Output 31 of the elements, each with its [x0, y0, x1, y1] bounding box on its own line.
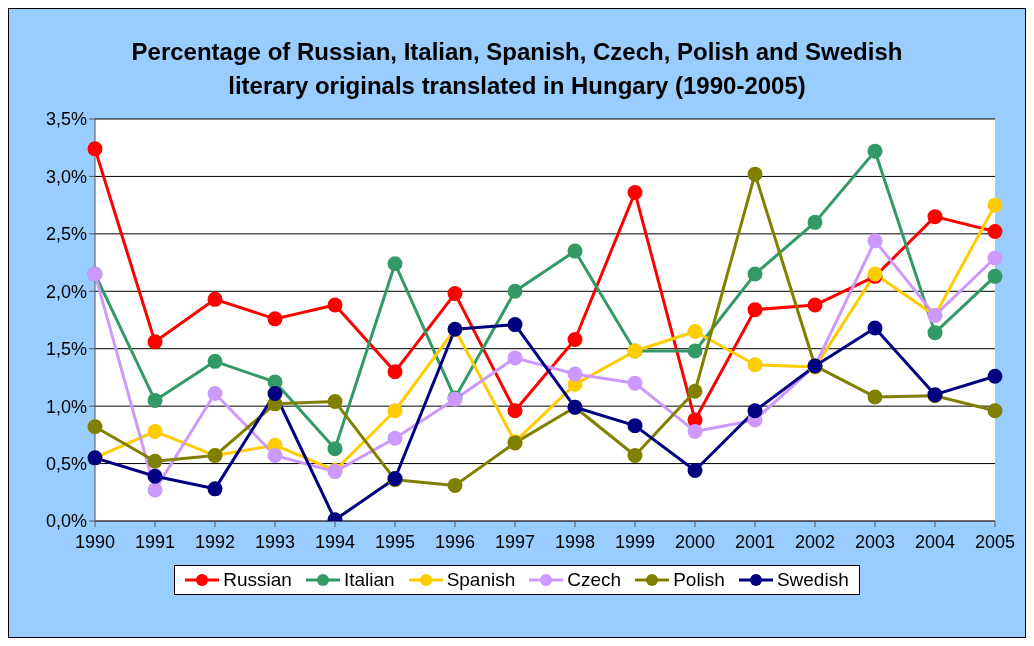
x-tick-label: 2003: [854, 531, 896, 552]
legend-label: Polish: [673, 569, 725, 591]
x-tick-label: 1997: [494, 531, 536, 552]
y-tick-label: 3,0%: [45, 166, 87, 187]
x-tick-label: 1998: [554, 531, 596, 552]
x-tick-label: 1994: [314, 531, 356, 552]
chart-title: Percentage of Russian, Italian, Spanish, Czech, Polish and Swedish literary originals translated in Hungary (1990-2005): [130, 37, 904, 101]
x-tick-label: 2001: [734, 531, 776, 552]
y-tick-label: 3,5%: [45, 109, 87, 130]
x-tick-label: 2004: [914, 531, 956, 552]
x-tick-label: 1991: [134, 531, 176, 552]
x-tick-label: 1995: [374, 531, 416, 552]
x-tick-label: 2005: [974, 531, 1016, 552]
y-tick-label: 0,5%: [45, 453, 87, 474]
legend-label: Spanish: [446, 569, 516, 591]
y-tick-label: 2,0%: [45, 281, 87, 302]
y-tick-label: 2,5%: [45, 224, 87, 245]
y-tick-label: 0,0%: [45, 511, 87, 532]
legend-label: Russian: [223, 569, 292, 591]
x-tick-label: 1999: [614, 531, 656, 552]
x-tick-label: 1992: [194, 531, 236, 552]
legend-label: Czech: [567, 569, 622, 591]
x-tick-label: 1990: [74, 531, 116, 552]
x-tick-label: 2000: [674, 531, 716, 552]
y-tick-label: 1,0%: [45, 396, 87, 417]
y-tick-label: 1,5%: [45, 339, 87, 360]
x-tick-label: 1993: [254, 531, 296, 552]
x-tick-label: 1996: [434, 531, 476, 552]
x-tick-label: 2002: [794, 531, 836, 552]
legend-label: Italian: [343, 569, 395, 591]
legend-label: Swedish: [776, 569, 849, 591]
